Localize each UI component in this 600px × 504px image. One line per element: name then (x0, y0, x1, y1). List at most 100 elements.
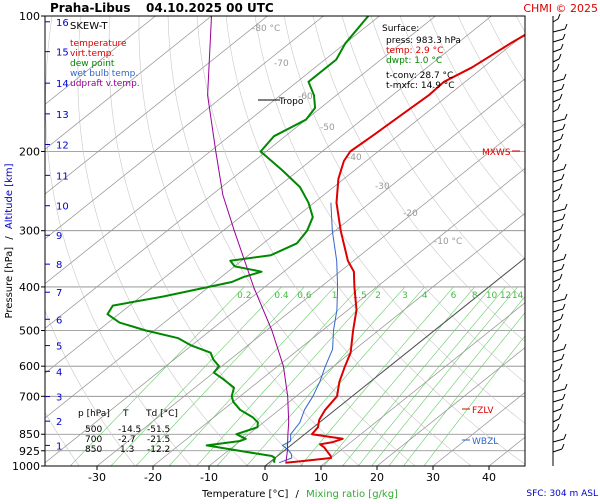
sfc-label: SFC: 304 m ASL (526, 489, 598, 499)
table-cell-t: 1.3 (120, 445, 134, 455)
isotherm-label: -40 (347, 153, 362, 163)
wind-barb (552, 303, 566, 313)
surface-dwpt: dwpt: 1.0 °C (386, 56, 442, 66)
surface-title: Surface: (382, 24, 419, 34)
surface-tconv: t-conv: 28.7 °C (386, 71, 453, 81)
tropopause-label: Tropo (278, 97, 304, 107)
y-axis-title: Pressure [hPa] / Altitude [km] (4, 163, 15, 318)
mixing-ratio-line (69, 286, 245, 466)
wind-barb (552, 193, 561, 203)
legend: SKEW-T temperature virt.temp. dew point … (70, 21, 140, 89)
altitude-tick-label: 11 (56, 171, 69, 182)
station-name: Praha-Libus (50, 1, 130, 15)
mixing-ratio-line (371, 286, 518, 466)
mixing-ratio-label: 1 (332, 291, 338, 301)
y-tick-label: 300 (19, 225, 40, 238)
mixing-ratio-label: 0.2 (237, 291, 251, 301)
wind-barb (552, 163, 567, 173)
y-tick-label: 100 (19, 10, 40, 23)
altitude-tick-label: 8 (56, 260, 62, 271)
wind-barb (552, 343, 567, 353)
wind-barb (552, 63, 560, 73)
dry-adiabat-line (225, 16, 525, 465)
mixing-ratio-line (110, 286, 282, 466)
x-tick-label: -20 (144, 471, 162, 484)
wbzl-label: WBZL (472, 437, 498, 447)
dry-adiabat-line (138, 16, 360, 466)
table-cell-p: 850 (85, 445, 102, 455)
legend-item-virt-temp: virt.temp. (70, 49, 114, 59)
wind-barb (552, 203, 568, 213)
wind-barb (552, 43, 564, 53)
altitude-tick-label: 5 (56, 342, 62, 353)
mixing-ratio-label: 3 (402, 291, 408, 301)
series-line-udpraft-v-temp (207, 16, 290, 463)
wind-barb (552, 253, 567, 263)
wind-barb (552, 383, 568, 393)
mixing-ratio-line (357, 286, 506, 466)
mixing-ratio-label: 1.5 (353, 291, 367, 301)
surface-tmxfc: t-mxfc: 14.9 °C (386, 81, 455, 91)
isotherm-line (45, 16, 324, 240)
isotherm-line (45, 33, 525, 419)
mixing-ratio-label: 20 (540, 291, 552, 301)
mixing-ratio-line (246, 286, 406, 466)
table-header-p: p [hPa] (78, 409, 110, 419)
isotherm-line (376, 347, 525, 466)
altitude-tick-label: 15 (56, 48, 69, 59)
table-row: 850 1.3 -12.2 (85, 445, 170, 455)
x-axis-label-temperature: Temperature [°C] (201, 489, 288, 500)
isotherm-line (45, 16, 492, 374)
mixing-ratio-line (388, 296, 525, 466)
wind-barb (552, 293, 568, 303)
legend-item-updraft: udpraft v.temp. (70, 79, 140, 89)
surface-press: press: 983.3 hPa (386, 36, 461, 46)
level-table: p [hPa] T Td [°C] 500 -14.5 -51.5 700 -2… (78, 409, 178, 455)
isotherm-label: -60 (298, 92, 313, 102)
altitude-tick-label: 13 (56, 110, 69, 121)
isotherm-label: -70 (274, 59, 289, 69)
fzlv-label: FZLV (472, 406, 494, 416)
altitude-tick-label: 14 (56, 79, 69, 90)
mixing-ratio-label: 6 (451, 291, 457, 301)
mixing-ratio-label: 0.6 (297, 291, 312, 301)
altitude-tick-label: 12 (56, 141, 69, 152)
altitude-tick-label: 10 (56, 202, 69, 213)
x-tick-label: -30 (88, 471, 106, 484)
table-row: 500 -14.5 -51.5 (85, 425, 170, 435)
mixing-ratio-line (168, 286, 335, 466)
y-axis-label-pressure: Pressure [hPa] (4, 247, 15, 319)
mixing-ratio-line (196, 286, 360, 466)
sounding-datetime: 04.10.2025 00 UTC (146, 1, 274, 15)
dry-adiabat-line (312, 16, 525, 343)
y-axis-label-separator: / (4, 236, 15, 240)
series-line-dew-point (106, 16, 370, 464)
plot-frame (44, 15, 526, 467)
mixing-ratio-label: 0.4 (274, 291, 289, 301)
y-tick-label: 200 (19, 145, 40, 158)
x-tick-label: 10 (314, 471, 328, 484)
mixing-ratio-line (135, 286, 305, 466)
isotherm-line (45, 16, 380, 285)
wind-barb (552, 223, 564, 233)
altitude-tick-label: 2 (56, 417, 62, 428)
mxws-label: MXWS (482, 148, 511, 158)
table-cell-t: -2.7 (118, 435, 136, 445)
wind-barb (552, 23, 568, 33)
table-header-t: T (122, 409, 129, 419)
isotherm-zero-line (264, 257, 525, 466)
isotherm-line (320, 302, 525, 466)
dry-adiabat-line (45, 16, 192, 466)
y-tick-label: 700 (19, 390, 40, 403)
x-tick-label: 20 (370, 471, 384, 484)
altitude-tick-label: 9 (56, 231, 62, 242)
mixing-ratio-label: 17 (527, 291, 538, 301)
mixing-ratio-line (216, 286, 379, 466)
isotherm-line (45, 16, 156, 105)
y-tick-label: 600 (19, 360, 40, 373)
legend-item-dew-point: dew point (70, 59, 115, 69)
wind-barb (552, 83, 565, 93)
y-tick-label: 400 (19, 281, 40, 294)
